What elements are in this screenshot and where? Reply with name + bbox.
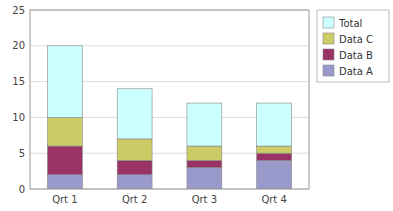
bar-segment — [117, 139, 152, 160]
legend-swatch — [323, 65, 334, 76]
bar-segment — [257, 146, 292, 153]
bar-segment — [117, 175, 152, 189]
y-tick-label: 25 — [12, 5, 25, 16]
legend-label: Data C — [339, 34, 373, 45]
x-tick-label: Qrt 3 — [192, 194, 217, 205]
legend-box — [317, 10, 389, 82]
bar-segment — [257, 160, 292, 189]
y-tick-label: 15 — [12, 76, 25, 87]
y-tick-label: 20 — [12, 40, 25, 51]
bar-segment — [257, 103, 292, 146]
legend-label: Data A — [339, 66, 373, 77]
bar-segment — [47, 46, 82, 118]
y-tick-label: 10 — [12, 112, 25, 123]
bar-segment — [47, 117, 82, 146]
bar-segment — [187, 168, 222, 189]
legend-label: Total — [338, 18, 362, 29]
bar-segment — [47, 175, 82, 189]
chart-container: 0 5 10 15 20 25 Qrt 1 Qrt 2 Qrt 3 Qrt 4 Total Data … — [0, 0, 393, 211]
chart-svg: 0 5 10 15 20 25 Qrt 1 Qrt 2 Qrt 3 Qrt 4 Total Data … — [0, 0, 393, 211]
bar-segment — [257, 153, 292, 160]
bar-segment — [187, 160, 222, 167]
legend-swatch — [323, 17, 334, 28]
y-tick-label: 0 — [19, 184, 25, 195]
legend-swatch — [323, 33, 334, 44]
bar-segment — [187, 146, 222, 160]
bar-segment — [47, 146, 82, 175]
bar-segment — [187, 103, 222, 146]
x-tick-label: Qrt 2 — [122, 194, 147, 205]
x-tick-label: Qrt 1 — [52, 194, 77, 205]
x-tick-label: Qrt 4 — [261, 194, 286, 205]
bars — [47, 46, 291, 189]
grid — [30, 10, 309, 189]
y-tick-label: 5 — [19, 148, 25, 159]
bar-segment — [117, 89, 152, 139]
plot-frame — [30, 10, 309, 189]
legend-swatch — [323, 49, 334, 60]
bar-segment — [117, 160, 152, 174]
legend-label: Data B — [339, 50, 373, 61]
legend: Total Data C Data B Data A — [317, 10, 389, 82]
